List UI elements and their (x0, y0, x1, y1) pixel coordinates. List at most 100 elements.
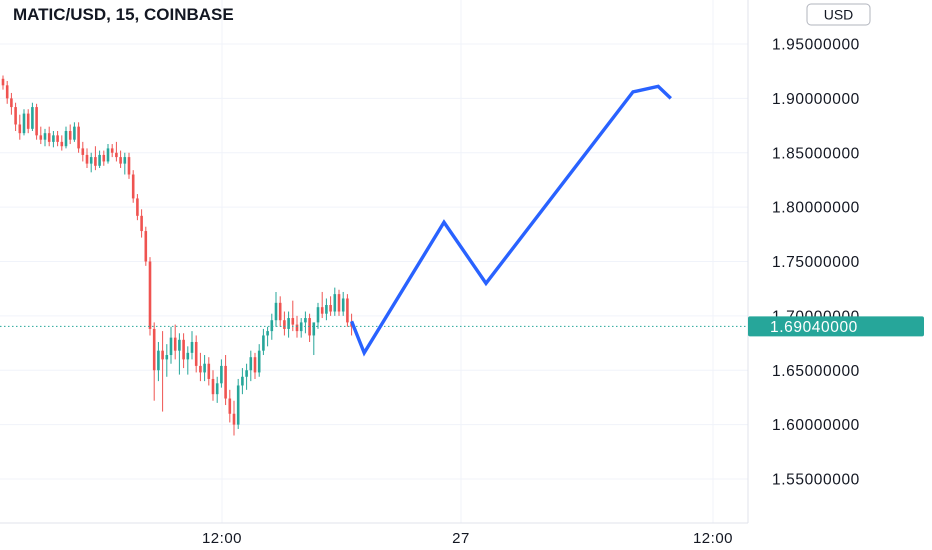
candle (43, 128, 47, 147)
candle-body (136, 198, 139, 216)
candle (341, 291, 345, 316)
time-axis[interactable]: 12:00 27 12:00 (202, 530, 733, 547)
candle-body (236, 385, 240, 425)
candle (236, 378, 240, 429)
candle-body (5, 85, 9, 99)
candle-body (115, 152, 118, 158)
currency-button-frame[interactable] (806, 3, 871, 26)
candle (148, 257, 152, 336)
candle (274, 291, 278, 327)
candle-body (127, 157, 131, 175)
candle-body (245, 370, 248, 377)
candle-body (220, 365, 223, 384)
candle-body (98, 154, 101, 166)
price-tick-label: 1.55000000 (772, 472, 860, 489)
candle (64, 126, 68, 149)
candle-body (60, 141, 64, 147)
candle-body (18, 124, 22, 134)
candle (337, 289, 341, 316)
candle-body (94, 157, 97, 166)
candle-body (232, 413, 236, 425)
time-tick-label: 12:00 (693, 530, 733, 547)
candle-body (190, 341, 194, 353)
candle (278, 296, 282, 327)
candle-body (253, 357, 257, 373)
candle-body (165, 355, 169, 360)
candle-body (194, 341, 198, 366)
candle-body (10, 98, 13, 108)
candle (346, 294, 349, 327)
candle (56, 131, 59, 147)
candle-body (173, 337, 177, 351)
candle (203, 355, 206, 382)
candle (35, 103, 38, 140)
candle-body (329, 305, 332, 312)
candle-body (119, 157, 122, 164)
currency-button-label[interactable]: USD (824, 7, 854, 23)
time-tick-label: 27 (452, 530, 470, 547)
time-tick-label: 12:00 (202, 530, 242, 547)
candle (199, 352, 202, 382)
candle (127, 152, 131, 179)
price-tick-label: 1.60000000 (772, 417, 860, 434)
candle-body (308, 318, 311, 336)
candle (144, 226, 148, 266)
candle (220, 359, 223, 388)
candle (325, 298, 328, 321)
candle-body (211, 378, 215, 395)
candle (228, 389, 232, 423)
candle-body (106, 148, 110, 162)
candle (157, 341, 160, 382)
candle (287, 311, 290, 338)
candle-body (1, 78, 5, 86)
candle (47, 126, 51, 147)
price-axis[interactable]: 1.95000000 1.90000000 1.85000000 1.80000000… (772, 37, 860, 489)
candle (266, 326, 269, 347)
candle (182, 333, 185, 369)
price-tick-label: 1.80000000 (772, 200, 860, 217)
candle (119, 150, 122, 168)
candle (320, 291, 324, 319)
candle-body (199, 365, 202, 373)
price-tick-label: 1.90000000 (772, 91, 860, 108)
candle-body (22, 113, 26, 134)
candle (81, 141, 85, 162)
candle-body (52, 135, 55, 142)
candle (224, 355, 227, 406)
candle (270, 313, 274, 340)
candle-body (140, 215, 143, 232)
candle-body (241, 376, 244, 386)
current-price-value: 1.69040000 (770, 319, 858, 336)
candle-body (35, 107, 38, 136)
candle (207, 357, 211, 386)
candle-body (270, 320, 274, 332)
candle (257, 344, 261, 377)
candle (77, 122, 80, 153)
candle (98, 150, 101, 168)
candle-body (102, 154, 106, 162)
candle-body (131, 174, 135, 199)
candle (173, 324, 177, 360)
candle (312, 322, 316, 356)
candle (152, 322, 156, 401)
candle (232, 400, 236, 436)
projection-path (350, 84, 672, 357)
candle (283, 311, 286, 336)
candle (102, 150, 106, 166)
candle (115, 141, 118, 162)
candle (241, 368, 244, 395)
candle-body (337, 294, 341, 312)
candle (194, 335, 198, 373)
candle (190, 331, 194, 360)
candle-body (312, 322, 316, 336)
candle-body (81, 148, 85, 155)
candle-body (266, 331, 269, 336)
candle (215, 376, 219, 403)
candle (18, 114, 22, 140)
candle-body (186, 352, 190, 360)
candle (39, 126, 43, 145)
currency-button[interactable]: USD (806, 3, 871, 26)
candle-body (249, 357, 253, 371)
